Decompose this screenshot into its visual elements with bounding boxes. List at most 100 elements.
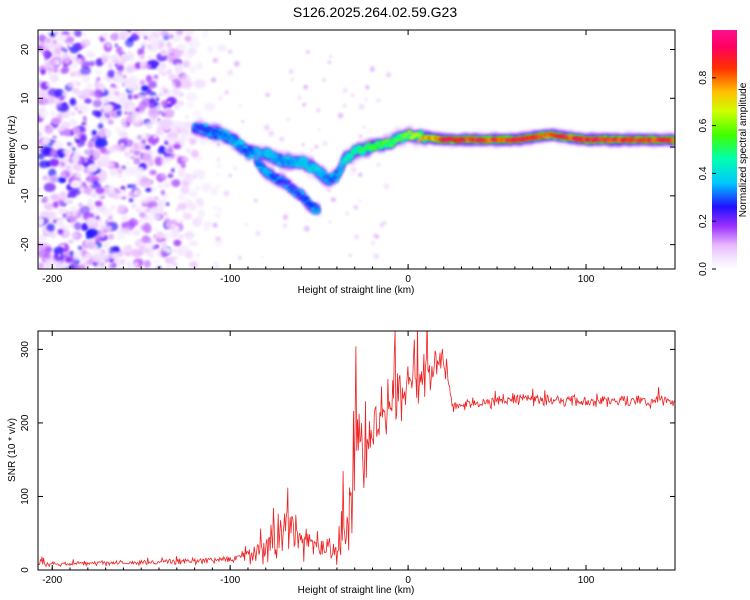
noise-blob xyxy=(67,163,76,172)
spectral-branch-mark xyxy=(260,164,266,168)
noise-blob xyxy=(109,167,118,177)
noise-blob xyxy=(193,79,206,89)
noise-blob xyxy=(173,239,182,247)
noise-blob xyxy=(92,154,100,161)
noise-blob xyxy=(60,171,67,178)
y-tick-label: 300 xyxy=(20,341,31,358)
noise-blob xyxy=(358,103,365,110)
noise-blob xyxy=(186,101,194,109)
noise-blob xyxy=(39,89,42,93)
noise-blob xyxy=(115,144,124,152)
noise-blob xyxy=(47,32,51,36)
spectral-ridge-mark xyxy=(298,159,303,163)
noise-blob xyxy=(177,167,186,177)
noise-blob xyxy=(100,173,107,181)
spectral-branch-mark xyxy=(300,195,306,198)
noise-blob xyxy=(102,35,107,40)
noise-blob xyxy=(303,84,309,90)
noise-blob xyxy=(160,154,164,159)
noise-blob xyxy=(375,235,379,239)
noise-blob xyxy=(121,118,128,124)
noise-blob xyxy=(350,93,355,97)
noise-blob xyxy=(147,109,160,119)
spectrogram-x-ticks: -200 -100 0 100 xyxy=(42,30,676,285)
noise-blob xyxy=(130,77,135,81)
noise-blob xyxy=(161,118,174,128)
noise-blob xyxy=(145,187,152,193)
y-tick-label: 0 xyxy=(20,144,31,150)
noise-blob xyxy=(216,163,223,169)
noise-blob xyxy=(79,104,90,112)
spectral-ridge-mark xyxy=(211,132,216,136)
noise-blob xyxy=(92,130,97,136)
noise-blob xyxy=(141,62,149,71)
spectrogram-x-label: Height of straight line (km) xyxy=(298,285,415,296)
noise-blob xyxy=(244,223,248,227)
noise-blob xyxy=(151,40,159,50)
noise-blob xyxy=(187,242,193,247)
noise-blob xyxy=(47,205,53,210)
noise-blob xyxy=(207,46,214,53)
noise-blob xyxy=(63,48,68,53)
noise-blob xyxy=(41,198,48,203)
noise-blob xyxy=(89,60,96,67)
spectrogram-frame xyxy=(37,29,676,270)
noise-blob xyxy=(186,148,191,154)
noise-blob xyxy=(145,133,151,139)
noise-blob xyxy=(139,218,143,224)
noise-blob xyxy=(151,55,157,61)
noise-blob xyxy=(139,53,145,60)
noise-blob xyxy=(176,43,187,51)
noise-blob xyxy=(40,146,52,155)
noise-blob xyxy=(45,137,48,141)
noise-blob xyxy=(201,169,206,175)
noise-blob xyxy=(74,173,82,179)
noise-blob xyxy=(161,163,166,168)
noise-blob xyxy=(98,208,102,212)
noise-blob xyxy=(66,165,71,169)
noise-blob xyxy=(189,64,197,74)
spectral-ridge-mark xyxy=(392,141,398,145)
noise-blob xyxy=(38,34,46,43)
noise-blob xyxy=(68,189,77,199)
noise-blob xyxy=(187,202,197,211)
noise-blob xyxy=(139,79,146,86)
noise-blob xyxy=(101,208,113,217)
noise-blob xyxy=(49,174,60,184)
noise-blob xyxy=(69,199,73,203)
noise-blob xyxy=(95,187,105,194)
noise-blob xyxy=(161,250,168,258)
y-tick-label: 20 xyxy=(20,44,31,56)
noise-blob xyxy=(203,226,210,232)
noise-blob xyxy=(108,263,115,269)
noise-blob xyxy=(216,142,221,147)
noise-blob xyxy=(310,148,313,152)
noise-blob xyxy=(58,229,63,234)
noise-blob xyxy=(173,143,181,150)
spectral-branch-mark xyxy=(274,174,279,177)
noise-blob xyxy=(60,47,66,52)
noise-blob xyxy=(109,144,118,152)
noise-blob xyxy=(62,102,67,107)
noise-blob xyxy=(127,93,133,101)
noise-blob xyxy=(166,202,170,206)
noise-blob xyxy=(74,222,82,231)
noise-blob xyxy=(181,156,189,163)
noise-blob xyxy=(56,219,64,227)
noise-blob xyxy=(101,56,108,64)
noise-blob xyxy=(135,107,140,112)
noise-blob xyxy=(216,158,220,162)
noise-blob xyxy=(126,161,131,166)
noise-blob xyxy=(382,220,387,226)
noise-blob xyxy=(62,214,67,218)
y-tick-label: 200 xyxy=(20,414,31,431)
noise-blob xyxy=(238,104,242,107)
noise-blob xyxy=(128,198,134,203)
noise-blob xyxy=(99,115,108,123)
noise-blob xyxy=(74,134,80,139)
y-tick-label: -20 xyxy=(20,237,31,252)
y-tick-label: 100 xyxy=(20,488,31,505)
noise-blob xyxy=(51,117,62,125)
noise-blob xyxy=(302,102,307,107)
noise-blob xyxy=(117,205,128,215)
